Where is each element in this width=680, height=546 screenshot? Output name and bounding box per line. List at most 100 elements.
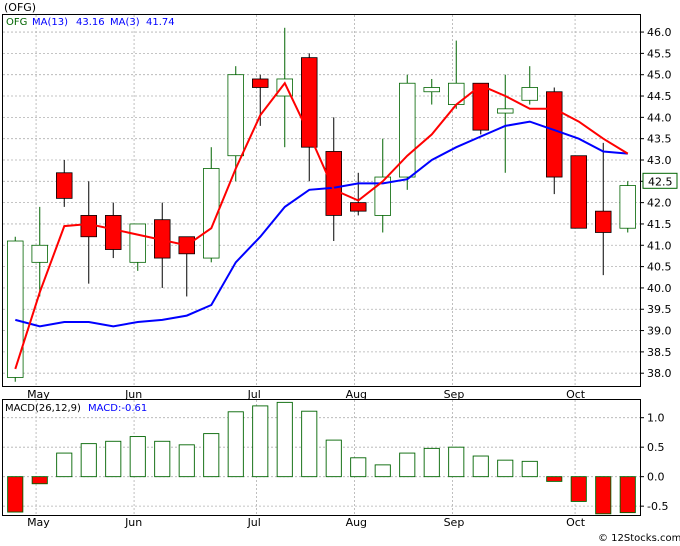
price-panel-frame (2, 14, 641, 387)
macd-bar-positive (301, 410, 318, 478)
macd-xtick-label: Oct (566, 516, 586, 529)
ma13-label: MA(13) (32, 17, 68, 28)
macd-bar-negative (31, 476, 48, 485)
macd-ytick-label: 1.0 (647, 412, 665, 425)
macd-bar-positive (56, 452, 73, 478)
macd-x-axis: May Jun Jul Aug Sep Oct (27, 516, 586, 529)
macd-value: MACD:-0.61 (88, 403, 147, 414)
macd-bars (7, 401, 636, 515)
macd-bar-positive (374, 464, 391, 478)
macd-bar-positive (497, 459, 514, 478)
candle-down (56, 172, 73, 199)
ma3-label: MA(3) (110, 17, 140, 28)
macd-bar-positive (423, 447, 440, 478)
macd-y-axis: 1.0 0.5 0.0 -0.5 (640, 412, 668, 513)
macd-bar-positive (399, 452, 416, 478)
candle-down (252, 78, 269, 88)
macd-label: MACD(26,12,9) (5, 403, 81, 414)
price-ytick-label: 41.0 (647, 239, 672, 252)
price-xtick-label: Sep (444, 388, 465, 401)
macd-bar-negative (619, 476, 636, 514)
footer-credit: © 12Stocks.com (598, 533, 680, 544)
macd-ytick-label: -0.5 (647, 500, 668, 513)
candle-down (105, 215, 122, 250)
candle-down (350, 202, 367, 212)
price-ytick-label: 41.5 (647, 218, 672, 231)
ma13-value: 43.16 (76, 17, 105, 28)
price-ytick-label: 39.0 (647, 325, 672, 338)
macd-bar-positive (227, 411, 244, 478)
macd-bar-positive (252, 405, 269, 478)
price-ytick-label: 43.0 (647, 154, 672, 167)
macd-panel-frame (2, 399, 641, 516)
macd-xtick-label: Jul (247, 516, 261, 529)
last-price-label: 42.5 (648, 175, 673, 188)
ma3-value: 41.74 (146, 17, 175, 28)
ticker-label: OFG (6, 17, 27, 28)
price-ytick-label: 45.0 (647, 69, 672, 82)
macd-xtick-label: May (27, 516, 50, 529)
price-ytick-label: 39.5 (647, 303, 672, 316)
macd-bar-positive (325, 439, 342, 478)
last-price-box (642, 172, 678, 189)
macd-bar-positive (129, 436, 146, 478)
macd-bar-positive (105, 440, 122, 478)
moving-averages (14, 81, 629, 370)
macd-bar-positive (472, 455, 489, 478)
candle-up (399, 82, 416, 178)
candle-up (423, 87, 440, 93)
chart-title: (OFG) (4, 1, 36, 14)
candle-up (521, 87, 538, 101)
candle-up (7, 240, 24, 378)
candle-down (570, 155, 587, 229)
candle-down (595, 210, 612, 233)
candle-down (546, 91, 563, 178)
macd-ytick-label: 0.0 (647, 471, 665, 484)
macd-bar-positive (203, 433, 220, 478)
macd-bar-positive (350, 457, 367, 478)
candle-up (619, 185, 636, 229)
price-y-axis: 38.0 38.5 39.0 39.5 40.0 40.5 41.0 41.5 42.0 42.5… (640, 26, 672, 380)
candle-up (31, 244, 48, 263)
price-x-axis: May Jun Jul Aug Sep Oct (27, 388, 586, 401)
price-ytick-label: 43.5 (647, 133, 672, 146)
macd-bar-negative (570, 476, 587, 502)
price-ytick-label: 38.0 (647, 367, 672, 380)
macd-bar-negative (546, 476, 563, 482)
macd-bar-positive (178, 444, 195, 478)
candle-up (497, 108, 514, 114)
candle-up (227, 74, 244, 157)
candle-up (203, 168, 220, 259)
price-ytick-label: 45.5 (647, 47, 672, 60)
macd-bar-positive (521, 460, 538, 478)
macd-bar-positive (154, 440, 171, 478)
price-ytick-label: 40.0 (647, 282, 672, 295)
candle-up (129, 223, 146, 263)
price-ytick-label: 46.0 (647, 26, 672, 39)
price-ytick-label: 44.0 (647, 111, 672, 124)
macd-xtick-label: Aug (346, 516, 367, 529)
price-xtick-label: Jul (247, 388, 261, 401)
price-ytick-label: 38.5 (647, 346, 672, 359)
candle-down (325, 151, 342, 216)
macd-bar-positive (80, 443, 97, 478)
candle-down (472, 82, 489, 131)
ma3-line (14, 81, 629, 370)
price-xtick-label: May (27, 388, 50, 401)
macd-xtick-label: Sep (444, 516, 465, 529)
price-xtick-label: Jun (124, 388, 142, 401)
price-ytick-label: 42.0 (647, 197, 672, 210)
macd-xtick-label: Jun (124, 516, 142, 529)
price-xtick-label: Oct (566, 388, 586, 401)
ma13-line (15, 120, 628, 328)
macd-bar-negative (7, 476, 24, 513)
price-xtick-label: Aug (346, 388, 367, 401)
candle-up (374, 176, 391, 216)
macd-ytick-label: 0.5 (647, 441, 665, 454)
macd-bar-negative (595, 476, 612, 515)
price-ytick-label: 40.5 (647, 261, 672, 274)
macd-bar-positive (276, 401, 293, 478)
price-ytick-label: 44.5 (647, 90, 672, 103)
candles (7, 27, 636, 382)
